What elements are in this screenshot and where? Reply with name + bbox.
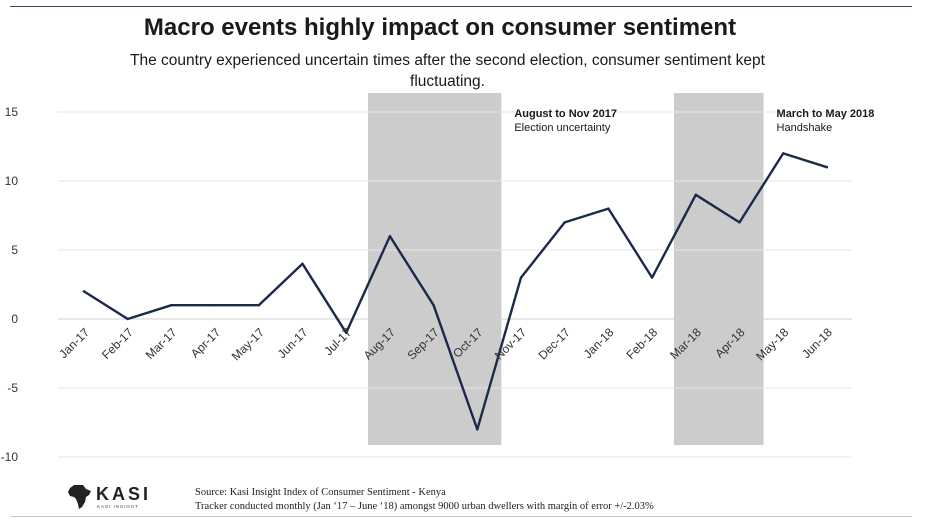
data-point — [476, 428, 479, 431]
x-tick-label: Apr-17 — [188, 325, 224, 361]
data-point — [607, 207, 610, 210]
y-tick-label: -10 — [1, 450, 19, 464]
data-point — [825, 166, 829, 169]
data-point — [301, 262, 304, 265]
x-tick-label: May-17 — [229, 325, 267, 363]
x-tick-label: Jan-17 — [56, 325, 92, 361]
methodology-line: Tracker conducted monthly (Jan ‘17 – Jun… — [195, 500, 654, 512]
logo-wordmark: KASI — [96, 484, 152, 504]
annotation-text-2: Handshake — [777, 122, 833, 134]
x-tick-label: Feb-18 — [623, 325, 660, 362]
data-point — [257, 304, 260, 307]
data-point — [650, 276, 654, 279]
x-tick-label: Mar-17 — [143, 325, 180, 362]
sentiment-line — [82, 152, 829, 431]
top-rule — [10, 6, 912, 7]
data-point — [432, 304, 435, 307]
chart-title: Macro events highly impact on consumer s… — [143, 14, 737, 41]
annotation-title-1: August to Nov 2017 — [514, 108, 617, 120]
data-point — [345, 331, 348, 334]
data-point — [738, 221, 741, 224]
data-point — [563, 221, 566, 224]
data-point — [388, 235, 392, 238]
africa-map-icon — [68, 485, 91, 509]
data-point — [82, 290, 86, 293]
source-line: Source: Kasi Insight Index of Consumer S… — [195, 487, 446, 498]
annotations: August to Nov 2017 Election uncertainty Ma… — [514, 108, 874, 134]
x-tick-label: Jun-18 — [799, 325, 835, 361]
bottom-rule — [10, 516, 912, 517]
y-tick-label: 0 — [11, 312, 18, 326]
shaded-period-2 — [673, 93, 764, 445]
data-point — [213, 304, 217, 307]
x-tick-label: Feb-17 — [99, 325, 136, 362]
y-tick-label: 5 — [11, 243, 18, 257]
x-tick-label: Dec-17 — [536, 325, 573, 362]
chart-subtitle: The country experienced uncertain times … — [130, 52, 765, 90]
kasi-logo: KASI KASI INSIGHT — [66, 483, 166, 511]
y-tick-label: 15 — [5, 105, 19, 119]
line-chart: -10 -5 0 5 10 15 Jan-17 Feb-17 Mar-17 Apr-17 May-… — [1, 93, 874, 464]
x-tick-label: Jan-18 — [581, 325, 617, 361]
x-tick-label: Jul-17 — [321, 325, 354, 358]
data-point — [126, 317, 129, 321]
source-note: Source: Kasi Insight Index of Consumer S… — [195, 486, 654, 513]
shaded-periods — [368, 93, 764, 445]
data-point — [170, 304, 173, 307]
x-tick-label: Jun-17 — [275, 325, 311, 361]
data-point — [519, 276, 523, 279]
data-point — [782, 152, 785, 155]
series-line — [82, 152, 829, 431]
gridlines — [58, 111, 852, 458]
annotation-title-2: March to May 2018 — [777, 108, 875, 120]
y-axis-ticks: -10 -5 0 5 10 15 — [1, 105, 19, 464]
logo-tagline: KASI INSIGHT — [97, 504, 139, 509]
shaded-period-1 — [368, 93, 502, 445]
annotation-text-1: Election uncertainty — [514, 122, 610, 134]
y-tick-label: -5 — [7, 381, 18, 395]
y-tick-label: 10 — [5, 174, 19, 188]
data-point — [694, 193, 697, 196]
